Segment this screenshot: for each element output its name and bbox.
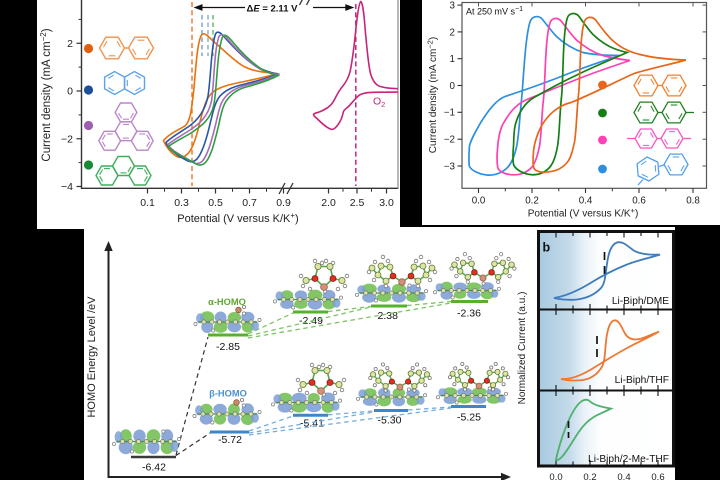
svg-text:Li-Biph/THF: Li-Biph/THF <box>615 375 669 386</box>
svg-text:-5.41: -5.41 <box>300 418 324 430</box>
svg-text:-2.85: -2.85 <box>216 341 240 353</box>
svg-text:0.1: 0.1 <box>140 197 155 209</box>
svg-text:0.5: 0.5 <box>208 197 223 209</box>
svg-text:Current density (mA cm−2): Current density (mA cm−2) <box>39 28 53 161</box>
svg-text:0.6: 0.6 <box>632 196 646 207</box>
svg-text:−1: −1 <box>444 108 455 119</box>
svg-text:2.5: 2.5 <box>350 197 365 209</box>
svg-text:0.6: 0.6 <box>651 472 664 480</box>
svg-text:0.2: 0.2 <box>583 472 596 480</box>
svg-text:0.2: 0.2 <box>525 196 539 207</box>
svg-text:3: 3 <box>450 1 456 12</box>
svg-text:0: 0 <box>67 86 73 98</box>
svg-text:0.7: 0.7 <box>242 197 257 209</box>
svg-text:β-HOMO: β-HOMO <box>209 389 247 399</box>
svg-text:2: 2 <box>450 27 455 38</box>
svg-text:Li-Biph/2-Me-THF: Li-Biph/2-Me-THF <box>588 454 669 465</box>
svg-text:-5.25: -5.25 <box>457 412 481 424</box>
svg-text:0.4: 0.4 <box>579 196 593 207</box>
svg-text:2: 2 <box>67 38 73 50</box>
svg-text:−4: −4 <box>61 181 73 193</box>
svg-text:-5.30: -5.30 <box>378 415 402 427</box>
svg-text:At 250 mV s−1: At 250 mV s−1 <box>466 6 523 17</box>
svg-text:−3: −3 <box>444 161 456 172</box>
svg-text:Li-Biph/DME: Li-Biph/DME <box>612 296 669 307</box>
svg-text:Normalized Current (a.u.): Normalized Current (a.u.) <box>517 292 528 405</box>
svg-text:Potential (V versus K/K+): Potential (V versus K/K+) <box>528 206 639 220</box>
svg-text:HOMO Energy Level /eV: HOMO Energy Level /eV <box>86 296 98 418</box>
svg-text:0.0: 0.0 <box>549 472 562 480</box>
svg-text:0.8: 0.8 <box>686 196 700 207</box>
svg-text:−2: −2 <box>61 133 73 145</box>
svg-text:α-HOMO: α-HOMO <box>208 297 246 307</box>
svg-text:0.4: 0.4 <box>617 472 630 480</box>
svg-text:−2: −2 <box>444 135 455 146</box>
svg-text:1: 1 <box>450 54 455 65</box>
svg-text:3.0: 3.0 <box>379 197 394 209</box>
svg-text:0.0: 0.0 <box>472 196 486 207</box>
svg-text:ΔE = 2.11 V: ΔE = 2.11 V <box>247 3 299 14</box>
svg-text:2.0: 2.0 <box>321 197 336 209</box>
svg-text:0.9: 0.9 <box>276 197 291 209</box>
svg-text:-5.72: -5.72 <box>218 434 242 446</box>
svg-text:b: b <box>543 241 551 255</box>
svg-text:Potential (V versus K/K+): Potential (V versus K/K+) <box>177 211 298 225</box>
svg-text:-2.36: -2.36 <box>457 308 481 320</box>
svg-text:Current density (mA cm−2): Current density (mA cm−2) <box>426 37 440 153</box>
svg-text:0: 0 <box>450 81 456 92</box>
svg-text:-6.42: -6.42 <box>142 462 166 474</box>
svg-text:0.3: 0.3 <box>174 197 189 209</box>
